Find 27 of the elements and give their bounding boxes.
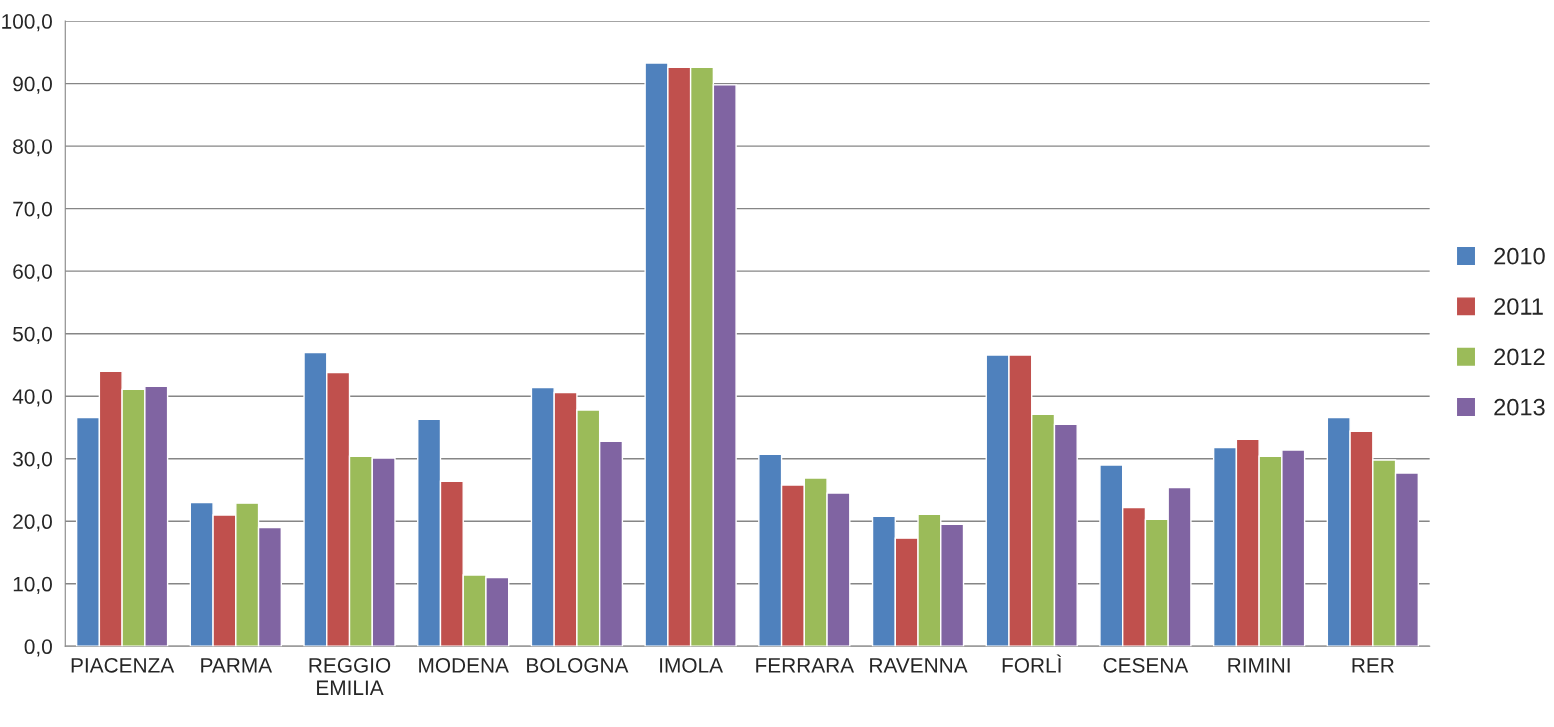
y-tick-label: 40,0 [12, 389, 52, 407]
x-tick-label: FERRARA [756, 658, 855, 673]
x-tick-label: PIACENZA [71, 657, 175, 673]
x-tick-label: RER [1352, 658, 1394, 673]
y-tick-label: 100,0 [2, 14, 52, 32]
x-tick-label: RAVENNA [870, 658, 968, 673]
y-tick-label: 20,0 [13, 514, 52, 532]
x-tick-label: CESENA [1103, 657, 1189, 673]
y-tick-label: 10,0 [13, 576, 52, 594]
y-tick-label: 90,0 [13, 76, 52, 94]
legend-label: 2011 [1494, 298, 1543, 315]
x-tick-label: REGGIO EMILIA [309, 657, 391, 695]
x-tick-label: PARMA [201, 658, 273, 673]
x-tick-label: MODENA [419, 657, 509, 673]
y-tick-label: 80,0 [13, 139, 52, 157]
y-tick-label: 70,0 [13, 201, 52, 219]
y-tick-label: 60,0 [13, 264, 52, 282]
x-tick-label: FORLÌ [1002, 654, 1062, 673]
y-tick-label: 0,0 [24, 639, 52, 657]
x-tick-label: RIMINI [1228, 658, 1290, 673]
y-tick-label: 30,0 [13, 451, 52, 469]
x-tick-label: BOLOGNA [527, 657, 629, 673]
legend-label: 2013 [1494, 398, 1545, 416]
y-tick-label: 50,0 [13, 326, 52, 344]
legend-label: 2010 [1494, 247, 1545, 265]
x-tick-label: IMOLA [660, 657, 723, 673]
legend-label: 2012 [1494, 348, 1545, 366]
